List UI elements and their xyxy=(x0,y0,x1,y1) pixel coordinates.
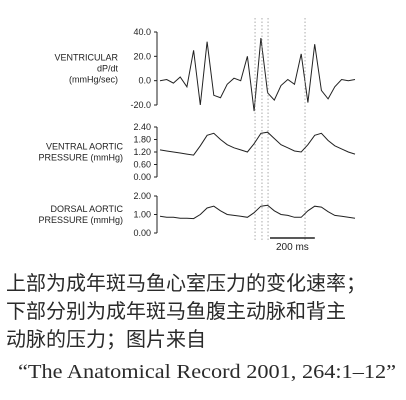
y-tick-label: 1.20 xyxy=(133,147,151,157)
y-tick-label: 0.00 xyxy=(133,228,151,238)
caption-line: 下部分别为成年斑马鱼腹主动脉和背主 xyxy=(6,300,346,323)
caption-line: “The Anatomical Record 2001, 264:1–12” xyxy=(18,361,396,383)
trace xyxy=(159,204,356,220)
y-tick-label: 0.60 xyxy=(133,160,151,170)
caption-line: 上部为成年斑马鱼心室压力的变化速率； xyxy=(6,272,366,295)
y-axis-label: dP/dt xyxy=(97,64,119,74)
y-tick-label: 2.40 xyxy=(133,122,151,132)
y-tick-label: 0.0 xyxy=(138,76,151,86)
y-tick-label: 1.00 xyxy=(133,210,151,220)
trace xyxy=(159,38,356,112)
y-axis-label: VENTRAL AORTIC xyxy=(46,142,124,152)
scale-bar-label: 200 ms xyxy=(276,242,309,253)
caption-line: 动脉的压力；图片来自 xyxy=(6,328,206,351)
trace xyxy=(159,131,356,156)
y-axis-label: VENTRICULAR xyxy=(54,53,118,63)
y-axis-label: PRESSURE (mmHg) xyxy=(38,215,123,225)
y-tick-label: 0.00 xyxy=(133,172,151,182)
y-tick-label: -20.0 xyxy=(130,100,151,110)
y-tick-label: 40.0 xyxy=(133,27,151,37)
y-tick-label: 2.00 xyxy=(133,191,151,201)
y-axis-label: DORSAL AORTIC xyxy=(50,204,123,214)
y-axis-label: (mmHg/sec) xyxy=(69,75,118,85)
y-axis-label: PRESSURE (mmHg) xyxy=(38,153,123,163)
y-tick-label: 1.80 xyxy=(133,135,151,145)
y-tick-label: 20.0 xyxy=(133,51,151,61)
